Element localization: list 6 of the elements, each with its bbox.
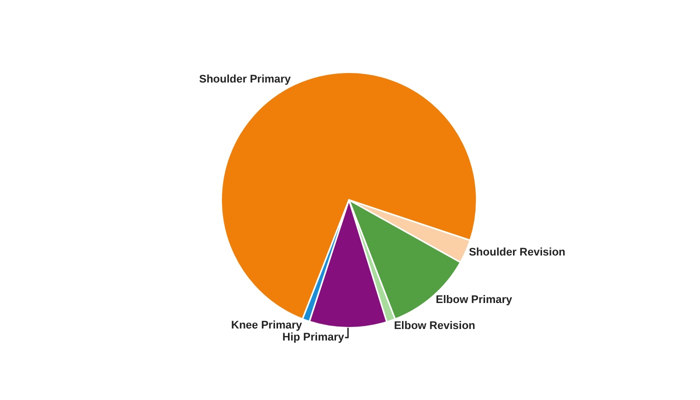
slice-label: Hip Primary bbox=[282, 332, 346, 344]
slice-label: Elbow Primary bbox=[436, 294, 514, 306]
slice-label: Elbow Revision bbox=[394, 320, 476, 332]
slice-label: Knee Primary bbox=[231, 320, 303, 332]
slice-label: Shoulder Primary bbox=[199, 73, 292, 86]
slice-label: Shoulder Revision bbox=[468, 246, 566, 259]
